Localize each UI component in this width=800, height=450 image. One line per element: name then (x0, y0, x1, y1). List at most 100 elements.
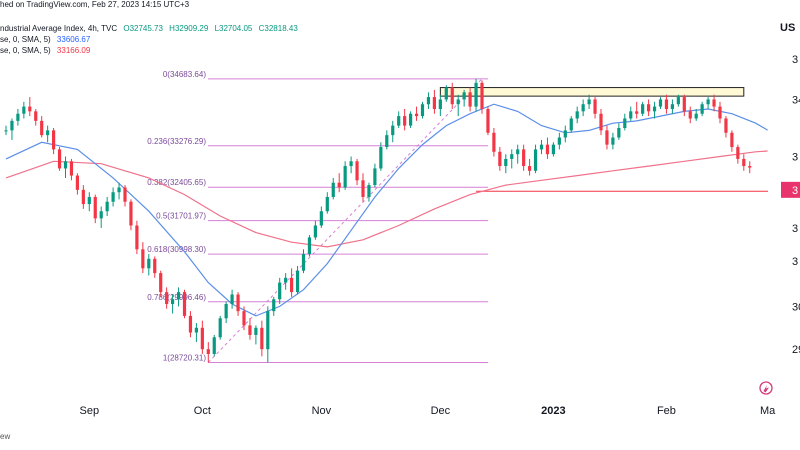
candle-body (290, 277, 294, 293)
candle-body (182, 292, 187, 316)
candle-body (230, 294, 234, 304)
published-line: hed on TradingView.com, Feb 27, 2023 14:… (0, 0, 193, 9)
candle-body (397, 116, 401, 126)
candle-body (551, 144, 555, 155)
candle-body (69, 161, 74, 176)
candle-body (718, 106, 722, 119)
candle-body (486, 108, 490, 133)
fib-level-label: 1(28720.31) (163, 353, 206, 362)
candle-body (652, 106, 657, 112)
candle-body (724, 118, 728, 133)
candle-body (593, 99, 597, 114)
candle-body (581, 104, 585, 112)
candle-body (367, 185, 371, 197)
candle-body (426, 97, 431, 105)
time-axis-label: Feb (657, 405, 676, 417)
moving-averages (5, 103, 768, 317)
candle-body (480, 82, 484, 109)
candle-body (46, 130, 50, 136)
candle-body (385, 135, 389, 148)
candlesticks (4, 78, 752, 363)
candle-body (599, 113, 603, 131)
candle-body (28, 106, 32, 112)
candle-body (706, 99, 710, 105)
resistance-zone[interactable] (439, 87, 768, 192)
sma2-value: 33166.09 (56, 46, 91, 55)
candle-body (254, 327, 258, 335)
candle-body (218, 318, 222, 338)
price-axis-label: 3 (792, 54, 798, 66)
fib-level-label: 0.382(32405.65) (147, 178, 206, 187)
candle-body (528, 166, 532, 171)
candle-body (403, 116, 407, 126)
fibonacci-retracement[interactable]: 0(34683.64) 0.236(33276.29) 0.382(32405.65… (147, 70, 488, 363)
candle-body (141, 249, 145, 269)
price-axis-label: 29 (792, 344, 800, 356)
candle-body (563, 130, 567, 138)
candle-body (522, 149, 526, 167)
low-value: L32704.05 (214, 24, 253, 33)
corner-symbol: US (780, 22, 799, 34)
candle-body (313, 225, 317, 238)
candle-body (474, 82, 478, 107)
price-axis-label: 3 (792, 256, 798, 268)
symbol-name[interactable]: ndustrial Average Index, 4h, TVC (0, 24, 118, 33)
candle-body (284, 277, 288, 283)
candle-body (676, 97, 680, 105)
fib-level-label: 0.5(31701.97) (156, 212, 206, 221)
candle-body (22, 106, 26, 114)
candle-body (212, 337, 216, 354)
candle-body (99, 211, 103, 219)
candle-body (355, 161, 359, 181)
candle-body (700, 104, 704, 114)
time-axis-label: Dec (431, 405, 451, 417)
tradingview-logo-icon[interactable] (759, 381, 773, 395)
fib-level-label: 0.236(33276.29) (147, 137, 206, 146)
candle-body (670, 104, 674, 109)
candle-body (301, 254, 306, 271)
candle-body (307, 237, 312, 255)
candle-body (438, 99, 442, 109)
candle-body (129, 201, 133, 226)
sma1-legend[interactable]: se, 0, SMA, 5) 33606.67 (0, 35, 94, 44)
candle-body (337, 182, 341, 188)
high-value: H32909.29 (169, 24, 209, 33)
resistance-zone-box[interactable] (439, 87, 745, 97)
candle-body (468, 92, 472, 107)
open-value: O32745.73 (123, 24, 163, 33)
symbol-line[interactable]: ndustrial Average Index, 4h, TVC O32745.… (0, 24, 302, 33)
price-axis-label: 3 (792, 185, 798, 197)
candle-body (420, 104, 425, 117)
logo-bolt (763, 385, 769, 393)
candle-body (635, 111, 639, 114)
candle-body (629, 111, 633, 119)
candle-body (682, 97, 686, 112)
candle-body (236, 294, 240, 312)
candle-body (87, 196, 91, 205)
candle-body (349, 161, 353, 167)
time-axis-label: Oct (194, 405, 211, 417)
candle-body (545, 144, 550, 155)
candle-body (81, 189, 85, 205)
candle-body (391, 125, 395, 136)
candle-body (557, 137, 561, 145)
sma2-legend[interactable]: se, 0, SMA, 5) 33166.09 (0, 46, 94, 55)
candle-body (343, 166, 347, 188)
price-axis[interactable]: 3 34 3 3 3 3 30 29 (781, 54, 800, 356)
candle-body (730, 132, 734, 148)
time-axis[interactable]: Sep Oct Nov Dec 2023 Feb Ma (80, 405, 777, 417)
sma2-label: se, 0, SMA, 5) (0, 46, 51, 55)
candle-body (533, 149, 538, 171)
slow-sma-line (5, 150, 768, 248)
candle-body (688, 111, 692, 119)
candle-body (504, 158, 508, 167)
candle-body (694, 113, 698, 119)
candle-body (266, 311, 270, 350)
price-axis-label: 3 (792, 223, 798, 235)
time-axis-label: Ma (760, 405, 776, 417)
candle-body (200, 327, 204, 350)
candle-body (409, 113, 413, 126)
candle-body (147, 258, 151, 269)
candle-body (52, 130, 56, 150)
